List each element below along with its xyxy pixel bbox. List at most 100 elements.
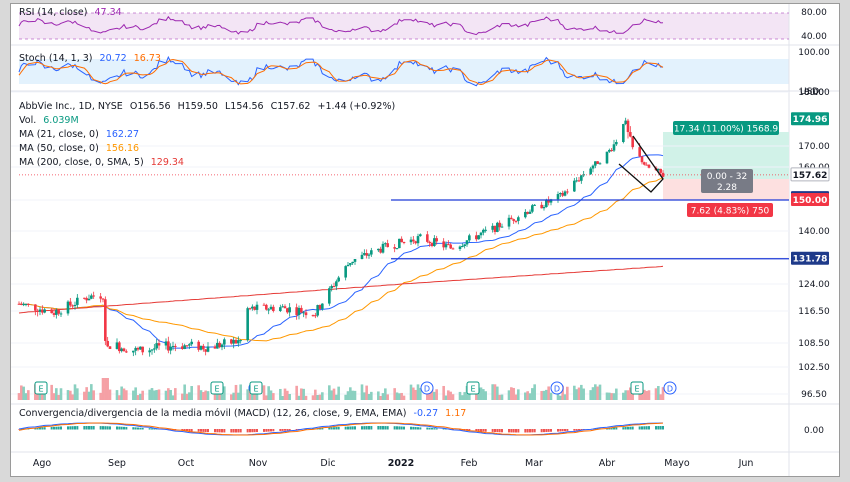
volume-bar [246,389,249,400]
candle-body [367,254,371,256]
macd-histogram-bar [645,426,648,430]
macd-histogram-bar [249,429,251,433]
price-label-text: 174.96 [793,115,828,125]
candle-body [43,309,46,313]
macd-histogram-bar [629,426,632,430]
currency-label: USD [800,87,820,97]
volume-bar [314,389,317,400]
volume-bar [400,392,403,400]
volume-bar [20,385,23,400]
candle-body [395,248,399,250]
volume-bar [365,385,368,400]
ma200-line [18,265,664,314]
x-tick-label: 2022 [388,458,414,469]
earnings-marker: E [249,381,263,395]
candle-body [528,211,532,214]
volume-bar [36,393,39,400]
volume-bar [654,388,658,400]
macd-histogram-bar [580,429,583,431]
volume-bar [531,388,534,400]
volume-bar [573,385,576,400]
macd-histogram-bar [627,426,629,430]
candle-body [297,307,301,315]
candle-body [41,309,44,313]
macd-histogram-bar [417,427,419,430]
macd-header: Convergencia/divergencia de la media móv… [19,407,466,420]
candle-body [507,217,511,227]
macd-histogram-bar [90,426,93,430]
volume-bar [71,394,74,400]
volume-bar [174,388,177,400]
candle-body [66,301,70,314]
volume-bar [643,389,646,400]
macd-histogram-bar [403,426,405,430]
volume-value: 6.039M [43,115,79,126]
macd-histogram-bar [153,428,156,430]
candle-layer [17,117,665,357]
candle-body [591,165,595,169]
candle-body [106,340,109,347]
marker-label: D [667,385,673,394]
macd-histogram-bar [281,429,284,431]
chart-canvas[interactable]: EDEDEDEDE 180.00170.00160.00150.00140.00… [11,4,840,477]
candle-body [118,342,121,352]
candle-body [155,343,158,349]
volume-bar [360,384,364,400]
candle-body [253,306,256,310]
macd-histogram-bar [594,428,597,430]
macd-histogram-bar [531,429,534,433]
macd-histogram-bar [361,426,363,430]
volume-bar [610,393,613,400]
volume-bar [589,390,592,400]
volume-bar [115,390,119,400]
candle-body [239,340,242,342]
candle-body [449,244,452,249]
candle-body [52,313,56,315]
volume-bar [223,386,226,400]
volume-bar [321,392,324,400]
macd-histogram-bar [613,427,615,430]
stoch-layer [18,55,664,87]
candle-body [174,345,177,347]
candle-body [412,239,415,242]
candle-body [164,341,168,346]
volume-bar [185,393,189,400]
stoch-tick-label: 0.00 [804,88,824,98]
candle-body [419,234,422,237]
macd-histogram-bar [50,427,53,430]
macd-histogram-bar [398,426,401,430]
volume-bar [559,395,562,400]
candle-body [283,306,287,309]
volume-bar [512,387,515,400]
macd-histogram-bar [267,429,270,432]
candle-body [556,194,560,200]
volume-bar [22,386,25,400]
candle-body [27,303,30,305]
macd-histogram-bar [662,426,664,430]
macd-histogram-bar [468,429,471,431]
volume-bar [73,384,77,400]
stoch-band [19,59,789,84]
candle-body [153,348,156,350]
volume-bar [461,395,464,400]
macd-histogram-bar [99,426,102,430]
macd-histogram-bar [83,426,86,430]
macd-histogram-bar [218,429,221,433]
candle-body [545,199,548,207]
candle-body [90,295,93,299]
candle-body [300,307,303,313]
volume-bar [83,391,86,400]
candle-body [577,180,581,182]
candle-body [251,306,254,309]
volume-bar [449,391,452,400]
macd-histogram-bar [221,429,223,433]
price-label-last: 157.62 [790,167,830,182]
macd-histogram-bar [132,427,135,430]
candle-body [183,345,186,350]
volume-bar [451,394,455,400]
candle-body [622,124,625,143]
candle-body [115,342,119,349]
candle-body [363,253,366,255]
candle-body [139,346,142,350]
